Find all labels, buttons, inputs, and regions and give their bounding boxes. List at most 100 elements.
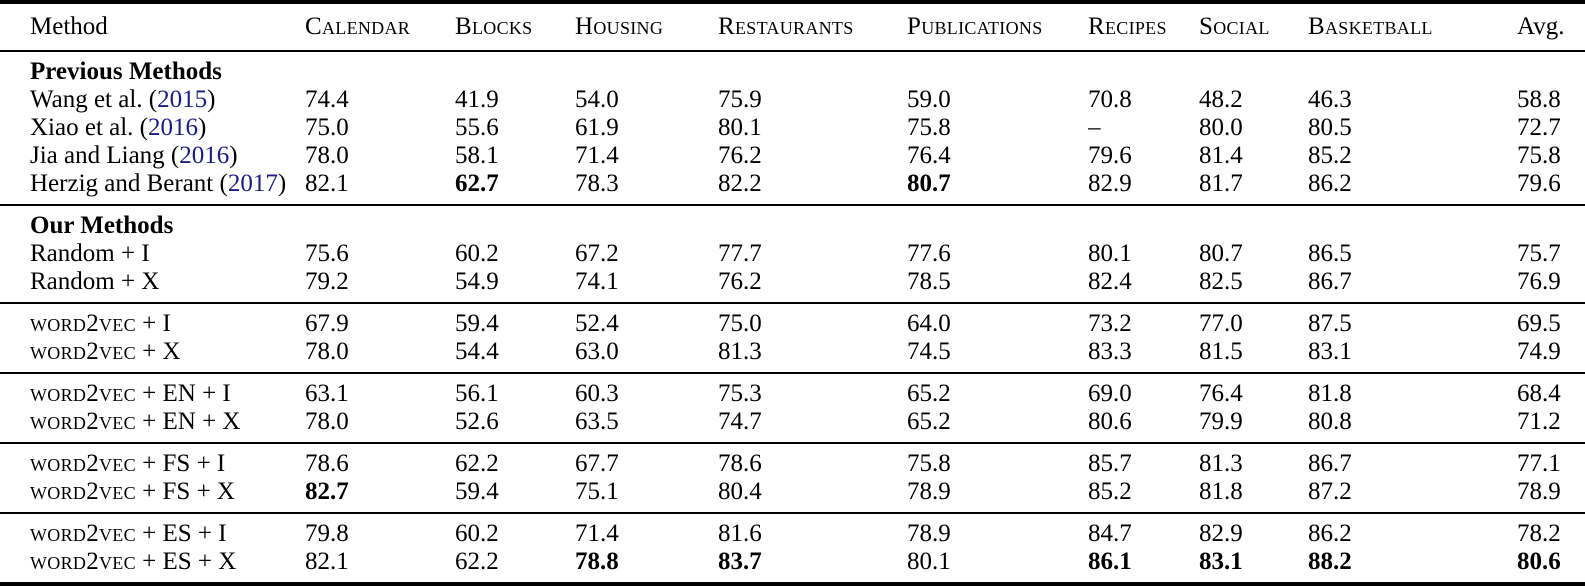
score-cell: 78.0 [305,338,349,365]
score-cell: 76.4 [1199,380,1243,407]
score-cell: 48.2 [1199,86,1243,113]
method-cell: word2vec + ES + I [0,513,305,548]
score-cell: 58.1 [455,142,499,169]
score-cell: 82.7 [305,478,349,505]
score-cell: 74.5 [907,338,951,365]
score-cell: 82.5 [1199,268,1243,295]
column-header-6: Recipes [1088,13,1167,40]
score-cell: 76.9 [1517,268,1561,295]
score-cell: 64.0 [907,310,951,337]
score-cell: 77.1 [1517,450,1561,477]
score-cell: 79.9 [1199,408,1243,435]
score-cell: 70.8 [1088,86,1132,113]
score-cell: 76.2 [718,142,762,169]
score-cell: 82.4 [1088,268,1132,295]
score-cell: 75.0 [718,310,762,337]
score-cell: 55.6 [455,114,499,141]
score-cell: 65.2 [907,408,951,435]
score-cell: 62.2 [455,548,499,575]
method-cell: Xiao et al. (2016) [0,114,305,142]
score-cell: 78.9 [907,520,951,547]
citation-year-link[interactable]: 2015 [157,86,208,113]
table-row: word2vec + I 67.9 59.4 52.4 75.0 64.0 73.2 77.0… [0,303,1585,338]
score-cell: 75.8 [907,114,951,141]
column-header-4: Restaurants [718,13,854,40]
method-cell: word2vec + FS + I [0,443,305,478]
score-cell: 78.6 [305,450,349,477]
score-cell: 79.6 [1088,142,1132,169]
score-cell: 86.7 [1308,268,1352,295]
method-label-segment: ) [229,142,238,169]
score-cell: 60.2 [455,240,499,267]
score-cell: 67.2 [575,240,619,267]
method-cell: word2vec + X [0,338,305,373]
score-cell: 80.0 [1199,114,1243,141]
score-cell: 71.4 [575,142,619,169]
score-cell: 76.2 [718,268,762,295]
method-label-segment: word2vec [30,380,136,407]
method-label-segment: + I [135,310,171,337]
table-row: Random + X 79.2 54.9 74.1 76.2 78.5 82.4 82.5 86… [0,268,1585,303]
citation-year-link[interactable]: 2016 [179,142,230,169]
method-label-segment: word2vec [30,478,136,505]
score-cell: 62.7 [455,170,499,197]
score-cell: 80.7 [1199,240,1243,267]
score-cell: 78.3 [575,170,619,197]
method-label-segment: + FS + I [135,450,226,477]
score-cell: 52.4 [575,310,619,337]
method-label-segment: + EN + X [135,408,241,435]
score-cell: 75.0 [305,114,349,141]
table-header: Method Calendar Blocks Housing Restaurants Pu… [0,2,1585,51]
score-cell: 41.9 [455,86,499,113]
score-cell: 85.2 [1308,142,1352,169]
score-cell: 72.7 [1517,114,1561,141]
score-cell: 54.4 [455,338,499,365]
score-cell: 86.5 [1308,240,1352,267]
score-cell: 74.1 [575,268,619,295]
method-cell: Herzig and Berant (2017) [0,170,305,205]
method-cell: Wang et al. (2015) [0,86,305,114]
score-cell: 81.8 [1199,478,1243,505]
score-cell: 82.1 [305,170,349,197]
method-label-segment: Random + X [30,268,160,295]
score-cell: 75.1 [575,478,619,505]
score-cell: 79.6 [1517,170,1561,197]
citation-year-link[interactable]: 2016 [148,114,199,141]
score-cell: 63.0 [575,338,619,365]
score-cell: 78.0 [305,142,349,169]
method-label-segment: word2vec [30,450,136,477]
table-row: Herzig and Berant (2017) 82.1 62.7 78.3 82.2… [0,170,1585,205]
score-cell: 82.9 [1199,520,1243,547]
score-cell: 78.8 [575,548,619,575]
table-row: word2vec + FS + X 82.7 59.4 75.1 80.4 78.9 85.… [0,478,1585,513]
table-row: word2vec + X 78.0 54.4 63.0 81.3 74.5 83.3 81.5… [0,338,1585,373]
score-cell: 86.1 [1088,548,1132,575]
score-cell: 77.7 [718,240,762,267]
score-cell: 76.4 [907,142,951,169]
score-cell: 80.4 [718,478,762,505]
method-label-segment: + ES + X [135,548,237,575]
citation-year-link[interactable]: 2017 [227,170,278,197]
method-cell: word2vec + I [0,303,305,338]
method-cell: Jia and Liang (2016) [0,142,305,170]
score-cell: 61.9 [575,114,619,141]
section-title: Our Methods [30,212,174,239]
method-label-segment: + ES + I [135,520,227,547]
score-cell: 68.4 [1517,380,1561,407]
score-cell: 59.4 [455,478,499,505]
method-label-segment: word2vec [30,548,136,575]
table-section-4: word2vec + FS + I 78.6 62.2 67.7 78.6 75.8 85.… [0,443,1585,513]
method-label-segment: Herzig and Berant ( [30,170,228,197]
score-cell: 77.6 [907,240,951,267]
score-cell: 82.1 [305,548,349,575]
score-cell: 78.5 [907,268,951,295]
score-cell: 59.4 [455,310,499,337]
score-cell: 80.6 [1517,548,1561,575]
column-header-2: Blocks [455,13,533,40]
column-header-7: Social [1199,13,1270,40]
method-label-segment: word2vec [30,310,136,337]
table-section-5: word2vec + ES + I 79.8 60.2 71.4 81.6 78.9 84.… [0,513,1585,584]
score-cell: 75.8 [907,450,951,477]
score-cell: 87.5 [1308,310,1352,337]
